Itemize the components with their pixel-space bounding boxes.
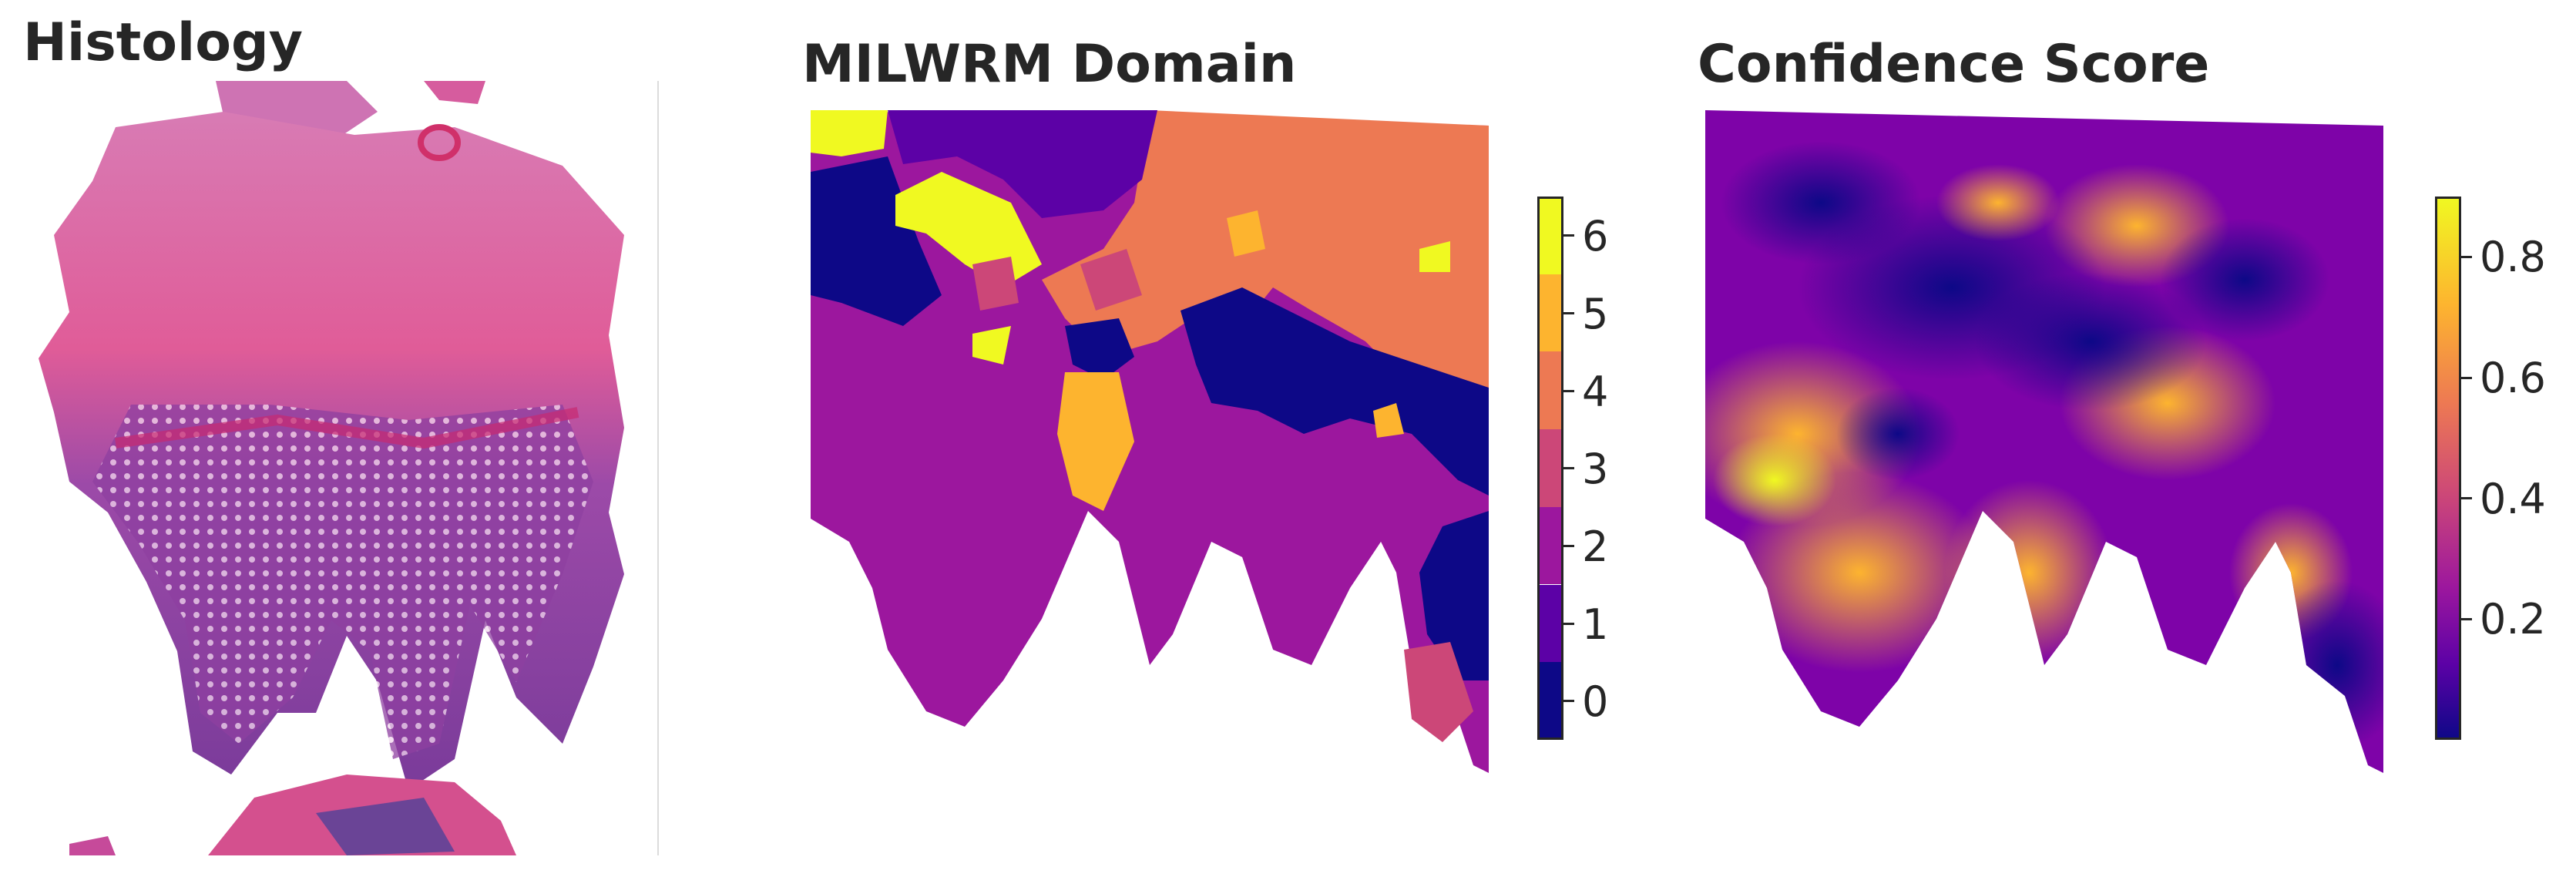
domain-tick-mark-1: [1563, 623, 1574, 625]
confidence-tick-label: 0.8: [2480, 233, 2546, 282]
domain-colorbar-segment-0: [1537, 662, 1563, 740]
domain-colorbar-segment-3: [1537, 429, 1563, 507]
domain-colorbar-segment-2: [1537, 506, 1563, 585]
domain-colorbar-segment-5: [1537, 274, 1563, 352]
domain-tick-mark-0: [1563, 700, 1574, 702]
domain-tick-mark-2: [1563, 545, 1574, 547]
domain-colorbar-frame: [1537, 197, 1563, 740]
domain-tick-3: 3: [1582, 445, 1609, 493]
confidence-tick-label: 0.2: [2480, 595, 2546, 644]
milwrm-domain-title: MILWRM Domain: [802, 34, 1297, 95]
confidence-tick-label: 0.6: [2480, 354, 2546, 402]
milwrm-domain-map: [811, 110, 1489, 773]
domain-tick-5: 5: [1582, 290, 1609, 338]
domain-colorbar-segment-6: [1537, 197, 1563, 274]
domain-tick-4: 4: [1582, 368, 1609, 416]
histology-title: Histology: [23, 12, 303, 73]
confidence-score-map: [1705, 110, 2383, 773]
confidence-tick-mark: [2461, 497, 2472, 500]
confidence-colorbar: [2435, 197, 2461, 740]
domain-tick-1: 1: [1582, 600, 1609, 649]
confidence-tick-mark: [2461, 376, 2472, 379]
confidence-tick-mark: [2461, 255, 2472, 258]
domain-tick-6: 6: [1582, 212, 1609, 260]
domain-tick-mark-3: [1563, 467, 1574, 469]
domain-tick-0: 0: [1582, 677, 1609, 726]
histology-image: [23, 81, 659, 855]
confidence-colorbar-frame: [2435, 197, 2461, 740]
confidence-tick-label: 0.4: [2480, 474, 2546, 523]
domain-colorbar: [1537, 197, 1563, 740]
domain-colorbar-segment-4: [1537, 351, 1563, 430]
domain-tick-mark-5: [1563, 312, 1574, 314]
domain-tick-2: 2: [1582, 523, 1609, 571]
domain-colorbar-segment-1: [1537, 584, 1563, 663]
domain-tick-mark-4: [1563, 390, 1574, 392]
confidence-tick-mark: [2461, 617, 2472, 620]
confidence-score-title: Confidence Score: [1698, 34, 2210, 95]
domain-tick-mark-6: [1563, 234, 1574, 237]
